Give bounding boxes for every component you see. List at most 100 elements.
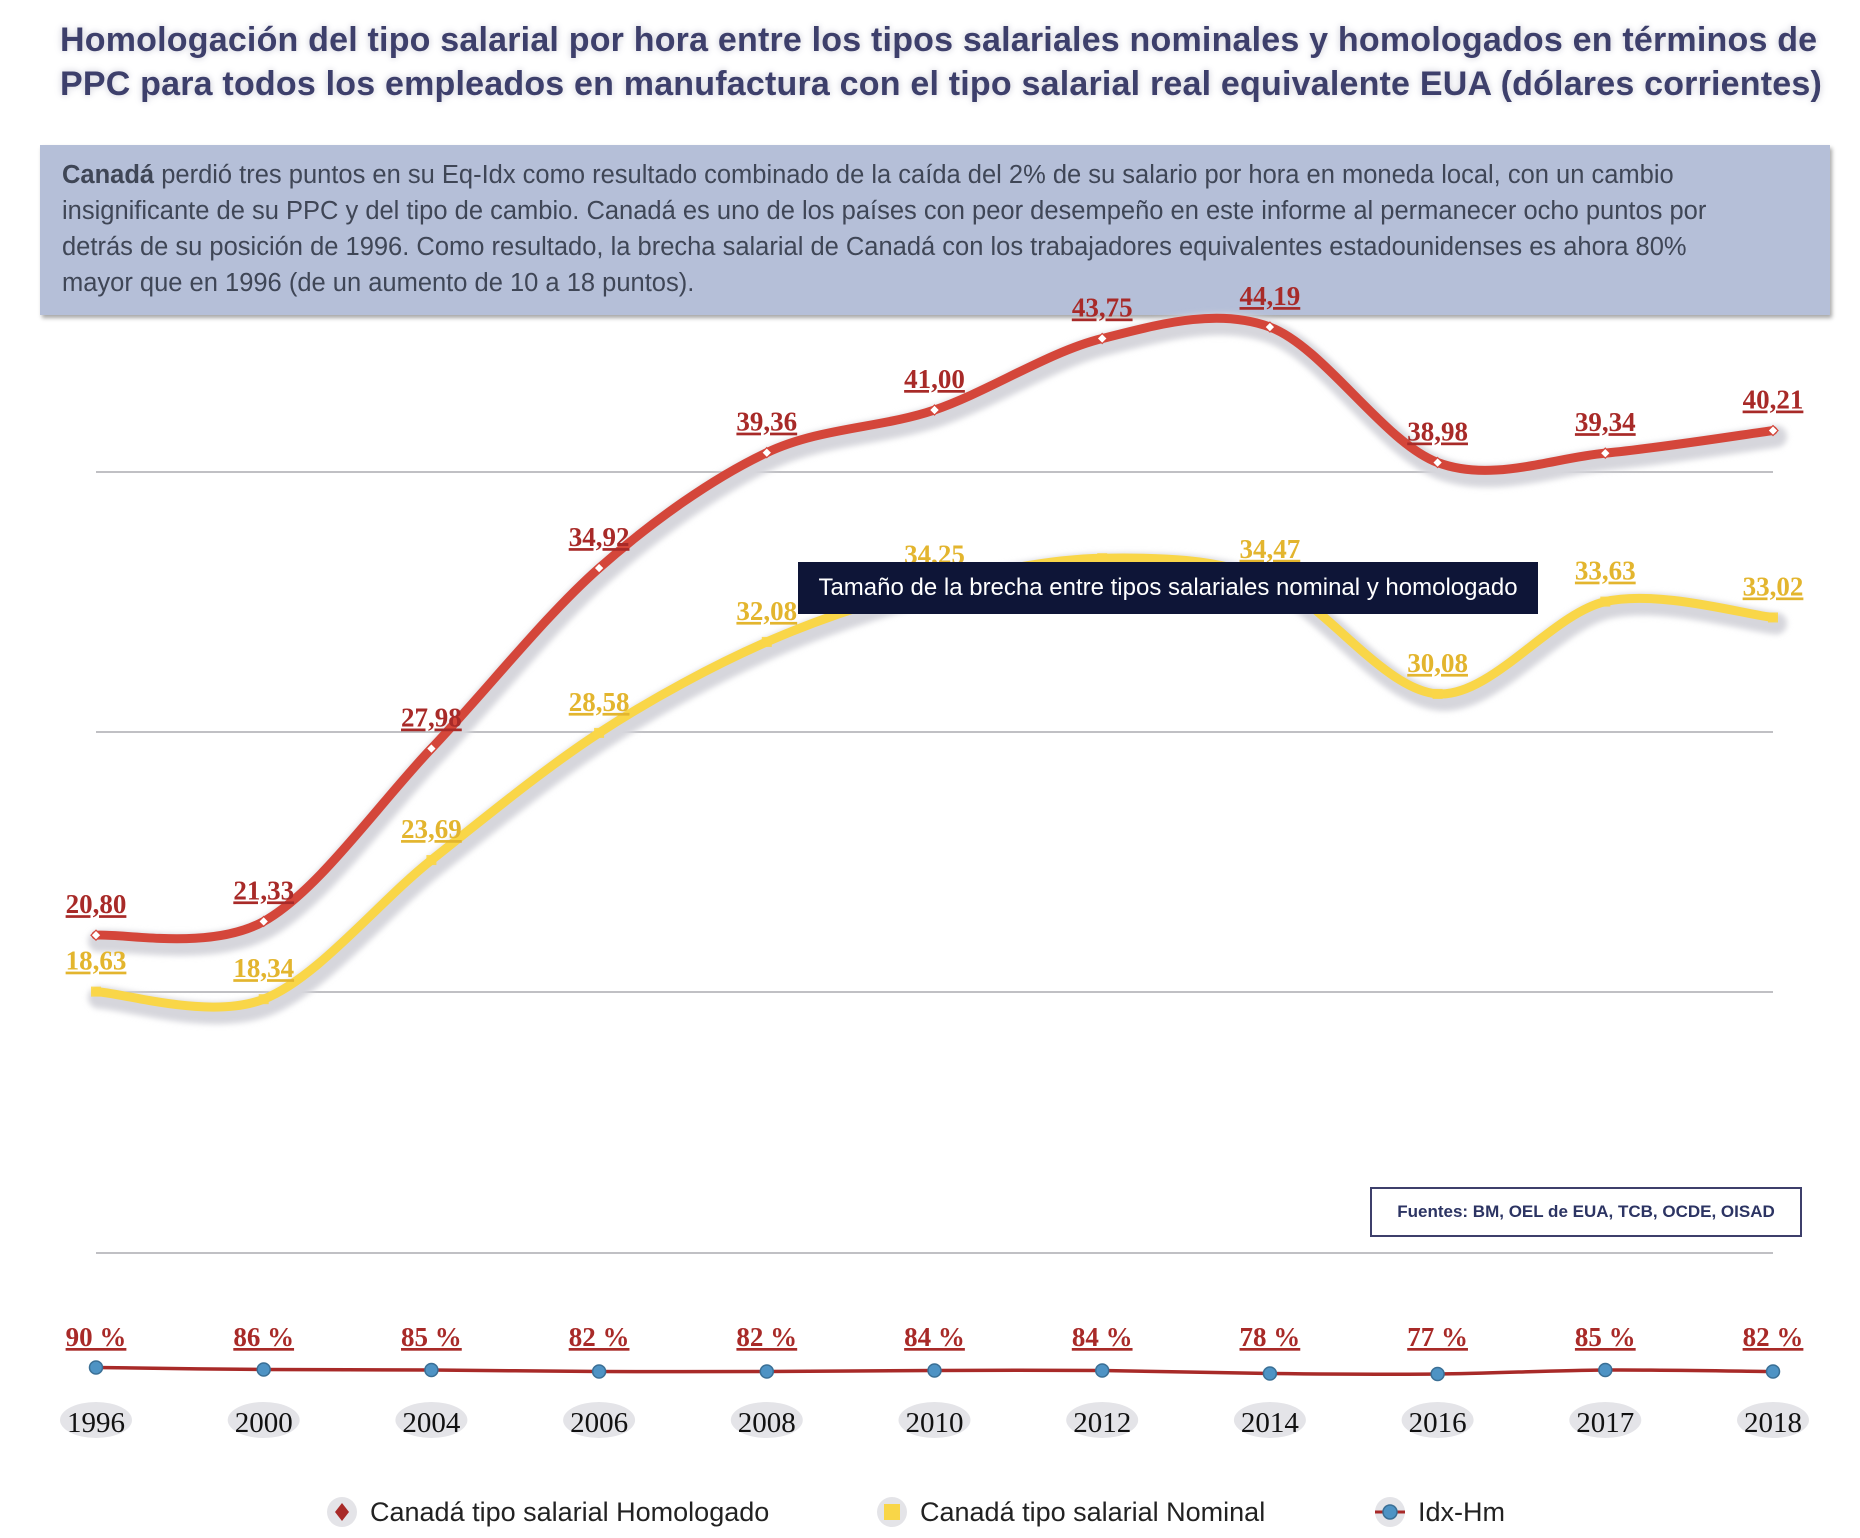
source-note: Fuentes: BM, OEL de EUA, TCB, OCDE, OISA…: [1370, 1187, 1802, 1237]
idx-label-2006: 82 %: [569, 1322, 630, 1352]
idx-label-2008: 82 %: [736, 1322, 797, 1352]
nominal-label-1996: 18,63: [66, 946, 127, 976]
shadow-homologado: [88, 313, 1787, 956]
description-line2: insignificante de su PPC y del tipo de c…: [62, 197, 1707, 225]
nominal-label-2014: 34,47: [1240, 534, 1301, 564]
x-tick-halo-2006: [563, 1402, 636, 1438]
x-tick-label-2000: 2000: [235, 1407, 293, 1439]
x-tick-label-2014: 2014: [1241, 1407, 1300, 1439]
legend-item-nominal[interactable]: Canadá tipo salarial Nominal: [872, 1490, 1265, 1530]
x-tick-halo-1996: [60, 1402, 132, 1438]
homologado-marker-2017: [1599, 447, 1612, 460]
homologado-marker-1996: [90, 929, 102, 942]
idx-label-2018: 82 %: [1743, 1322, 1804, 1352]
square-marker-icon: [872, 1492, 912, 1532]
x-tick-halo-2010: [898, 1402, 971, 1438]
chart-title-line1: Homologación del tipo salarial por hora …: [60, 21, 1818, 59]
idx-marker-2010: [927, 1363, 942, 1378]
idx-label-2014: 78 %: [1240, 1322, 1301, 1352]
homologado-marker-2016: [1431, 456, 1444, 469]
homologado-marker-2000: [257, 915, 270, 928]
homologado-marker-2008: [760, 446, 773, 459]
homologado-label-2014: 44,19: [1240, 281, 1301, 311]
nominal-label-2000: 18,34: [233, 953, 294, 983]
nominal-marker-2000: [258, 994, 269, 1005]
diamond-marker-icon: [322, 1492, 362, 1532]
idx-marker-2018: [1765, 1364, 1781, 1379]
x-tick-label-2010: 2010: [906, 1407, 964, 1439]
nominal-marker-2004: [426, 855, 437, 866]
nominal-marker-2016: [1432, 688, 1443, 699]
chart-title: Homologación del tipo salarial por hora …: [60, 18, 1823, 106]
homologado-label-1996: 20,80: [66, 889, 127, 919]
idx-marker-2012: [1094, 1363, 1110, 1378]
idx-marker-2016: [1430, 1366, 1445, 1382]
x-tick-halo-2017: [1569, 1402, 1642, 1438]
legend-item-idx[interactable]: Idx-Hm: [1370, 1490, 1505, 1530]
x-tick-halo-2000: [227, 1402, 300, 1438]
description-line1: Canadá perdió tres puntos en su Eq-Idx c…: [62, 157, 1806, 193]
x-axis-tick-labels: 1996 2000 2004 2006 2008 2010 2012 2014 2016 2017…: [60, 1402, 1809, 1439]
homologado-label-2017: 39,34: [1575, 407, 1636, 437]
x-tick-halo-2018: [1737, 1402, 1809, 1438]
homologado-label-2000: 21,33: [233, 875, 294, 905]
homologado-label-2016: 38,98: [1407, 417, 1468, 447]
homologado-label-2010: 41,00: [904, 364, 965, 394]
idx-label-2004: 85 %: [401, 1322, 462, 1352]
nominal-label-2018: 33,02: [1743, 571, 1804, 601]
homologado-marker-2014: [1264, 321, 1276, 333]
nominal-marker-2017: [1600, 596, 1611, 607]
legend-item-homologado[interactable]: Canadá tipo salarial Homologado: [322, 1490, 769, 1530]
idx-label-1996: 90 %: [66, 1322, 127, 1352]
line-shadows: [88, 313, 1787, 1025]
x-tick-label-2004: 2004: [402, 1407, 461, 1439]
x-tick-halo-2012: [1066, 1402, 1139, 1438]
idx-marker-1996: [88, 1360, 104, 1375]
chart-title-line2: PPC para todos los empleados en manufact…: [60, 65, 1823, 103]
nominal-label-2008: 32,08: [736, 596, 797, 626]
idx-label-2016: 77 %: [1407, 1322, 1468, 1352]
nominal-marker-2008: [761, 636, 772, 647]
x-tick-halo-2014: [1233, 1402, 1306, 1438]
nominal-label-2016: 30,08: [1407, 648, 1468, 678]
homologado-label-2012: 43,75: [1072, 293, 1133, 323]
x-tick-label-1996: 1996: [67, 1407, 125, 1439]
series-line-homologado: [91, 313, 1778, 944]
shadow-nominal: [88, 552, 1787, 1025]
nominal-marker-1996: [91, 986, 101, 997]
series-line-nominal: [91, 553, 1778, 1012]
x-tick-halo-2004: [395, 1402, 468, 1438]
idx-marker-2017: [1598, 1362, 1613, 1378]
idx-label-2010: 84 %: [904, 1322, 965, 1352]
homologado-label-2008: 39,36: [736, 407, 797, 437]
homologado-label-2018: 40,21: [1743, 385, 1804, 415]
circle-marker-icon: [1370, 1492, 1410, 1532]
idx-marker-2014: [1262, 1366, 1278, 1381]
homologado-marker-2012: [1096, 332, 1109, 345]
idx-label-2012: 84 %: [1072, 1322, 1133, 1352]
x-tick-halo-2008: [730, 1402, 803, 1438]
idx-marker-2008: [759, 1364, 775, 1379]
x-tick-label-2018: 2018: [1744, 1407, 1802, 1439]
homologado-label-2004: 27,98: [401, 703, 462, 733]
description-line3: detrás de su posición de 1996. Como resu…: [62, 233, 1687, 261]
homologado-marker-2010: [928, 404, 941, 416]
x-tick-label-2012: 2012: [1073, 1407, 1131, 1439]
description-line4: mayor que en 1996 (de un aumento de 10 a…: [62, 269, 695, 297]
x-tick-label-2006: 2006: [570, 1407, 628, 1439]
idx-marker-2000: [256, 1362, 271, 1377]
homologado-label-2006: 34,92: [569, 522, 630, 552]
description-country: Canadá: [62, 161, 155, 189]
nominal-marker-2018: [1768, 612, 1778, 623]
x-tick-label-2008: 2008: [738, 1407, 796, 1439]
idx-label-2000: 86 %: [233, 1322, 294, 1352]
description-line1-text: perdió tres puntos en su Eq-Idx como res…: [154, 161, 1674, 189]
x-tick-label-2016: 2016: [1409, 1407, 1467, 1439]
description-box: Canadá perdió tres puntos en su Eq-Idx c…: [40, 145, 1830, 315]
x-tick-halo-2016: [1401, 1402, 1474, 1438]
nominal-label-2004: 23,69: [401, 814, 462, 844]
homologado-marker-2006: [593, 562, 605, 574]
homologado-marker-2018: [1767, 424, 1779, 437]
series-markers: [88, 321, 1781, 1382]
